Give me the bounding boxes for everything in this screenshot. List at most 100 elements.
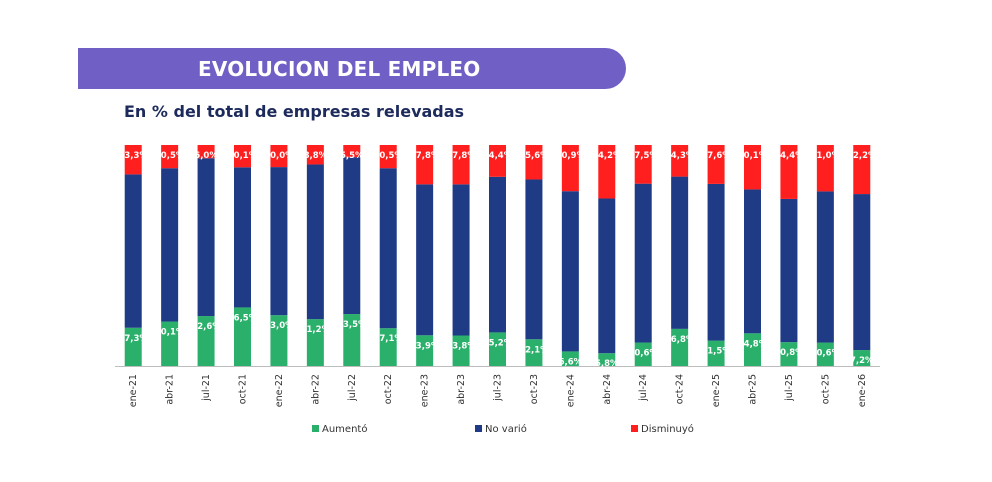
bar-segment-aument-	[379, 328, 397, 366]
data-label: 10,0%	[264, 151, 294, 161]
bar-segment-disminuy-	[634, 145, 652, 184]
data-label: 23,0%	[264, 321, 294, 331]
bar-segment-disminuy-	[853, 145, 871, 195]
bar-segment-disminuy-	[161, 145, 179, 169]
data-label: 6,6%	[559, 357, 583, 367]
x-tick-label: ene-26	[857, 374, 868, 407]
data-label: 17,6%	[701, 151, 731, 161]
bar-segment-disminuy-	[525, 145, 543, 180]
bar-segment-aument-	[452, 335, 470, 366]
x-tick-label: oct-23	[529, 374, 540, 404]
x-tick-label: ene-22	[274, 374, 285, 407]
x-tick-label: abr-21	[165, 374, 176, 405]
data-label: 17,5%	[628, 151, 658, 161]
data-label: 5,8%	[595, 359, 619, 369]
bar-segment-no-vari-	[671, 176, 689, 329]
bar-segment-disminuy-	[416, 145, 434, 185]
data-label: 10,6%	[628, 349, 658, 359]
data-label: 12,1%	[519, 345, 549, 355]
bar-segment-no-vari-	[780, 198, 798, 343]
x-tick-label: oct-24	[675, 374, 686, 404]
data-label: 7,2%	[850, 356, 874, 366]
bar-segment-no-vari-	[379, 168, 397, 329]
data-label: 23,5%	[337, 320, 367, 330]
bar-segment-aument-	[634, 342, 652, 366]
bar-segment-no-vari-	[197, 158, 215, 317]
bar-segment-aument-	[816, 342, 834, 366]
data-label: 14,3%	[665, 151, 695, 161]
data-label: 20,1%	[738, 151, 768, 161]
x-tick-label: ene-23	[420, 374, 431, 407]
data-label: 13,8%	[446, 342, 476, 352]
bar-segment-aument-	[780, 342, 798, 366]
data-label: 14,4%	[483, 151, 513, 161]
bar-segment-no-vari-	[270, 167, 288, 316]
legend-swatch-no-vari-	[475, 425, 482, 432]
bar-segment-no-vari-	[634, 183, 652, 343]
data-label: 8,8%	[304, 151, 328, 161]
bar-segment-no-vari-	[816, 191, 834, 343]
data-label: 20,1%	[155, 328, 185, 338]
x-tick-label: jul-25	[784, 374, 795, 402]
bar-segment-disminuy-	[270, 145, 288, 168]
x-tick-label: ene-24	[565, 374, 576, 407]
data-label: 21,2%	[301, 325, 331, 335]
x-tick-label: oct-21	[238, 374, 249, 404]
bar-segment-disminuy-	[707, 145, 725, 184]
bar-segment-no-vari-	[124, 174, 142, 328]
bar-segment-no-vari-	[161, 168, 179, 322]
bar-segment-no-vari-	[489, 176, 506, 333]
bar-segment-disminuy-	[379, 145, 397, 169]
data-label: 10,5%	[373, 151, 403, 161]
data-label: 15,6%	[519, 151, 549, 161]
bar-segment-aument-	[853, 350, 871, 366]
bar-segment-no-vari-	[561, 191, 579, 352]
bar-segment-no-vari-	[598, 198, 616, 354]
data-label: 10,1%	[228, 151, 258, 161]
data-label: 21,0%	[811, 151, 841, 161]
data-label: 17,1%	[373, 334, 403, 344]
data-label: 6,0%	[194, 151, 218, 161]
data-label: 15,2%	[483, 338, 513, 348]
data-label: 17,3%	[118, 334, 148, 344]
data-label: 20,9%	[556, 151, 586, 161]
data-label: 10,8%	[774, 348, 804, 358]
chart-subtitle: En % del total de empresas relevadas	[124, 102, 465, 121]
data-label: 11,5%	[701, 347, 731, 357]
bar-segment-aument-	[744, 333, 761, 366]
legend-label: No varió	[485, 423, 527, 435]
x-tick-label: oct-25	[820, 374, 831, 404]
bar-segment-disminuy-	[124, 145, 142, 175]
data-label: 22,2%	[847, 151, 877, 161]
bar-segment-no-vari-	[452, 184, 470, 336]
bar-segment-aument-	[161, 321, 179, 366]
bar-segment-aument-	[306, 319, 324, 366]
data-label: 13,9%	[410, 341, 440, 351]
data-label: 16,8%	[665, 335, 695, 345]
data-label: 10,6%	[811, 349, 841, 359]
x-tick-label: abr-24	[602, 374, 613, 405]
bar-segment-aument-	[598, 353, 616, 366]
bar-segment-no-vari-	[234, 167, 251, 308]
x-tick-label: oct-22	[383, 374, 394, 404]
legend-swatch-disminuy-	[631, 425, 638, 432]
data-label: 5,5%	[340, 151, 364, 161]
bar-segment-disminuy-	[306, 145, 324, 165]
legend-label: Aumentó	[322, 423, 367, 435]
bar-segment-no-vari-	[707, 183, 725, 341]
x-tick-label: abr-23	[456, 374, 467, 405]
x-tick-label: jul-21	[201, 374, 212, 402]
bar-segment-disminuy-	[197, 145, 215, 159]
bar-segment-no-vari-	[306, 164, 324, 320]
bar-segment-no-vari-	[416, 184, 434, 336]
data-label: 22,6%	[191, 322, 221, 332]
title-banner: EVOLUCION DEL EMPLEO	[78, 48, 626, 89]
bar-segment-aument-	[707, 340, 725, 366]
bar-segment-aument-	[343, 314, 361, 366]
x-tick-label: ene-25	[711, 374, 722, 407]
bar-segment-aument-	[234, 307, 251, 366]
chart-title: EVOLUCION DEL EMPLEO	[198, 57, 481, 81]
bar-segment-aument-	[124, 327, 142, 366]
bar-segment-aument-	[416, 335, 434, 366]
